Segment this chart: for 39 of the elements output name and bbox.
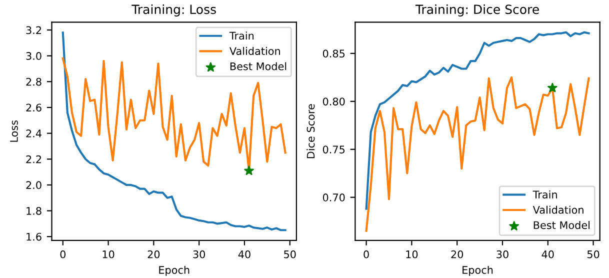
x-tick-label: 20 bbox=[148, 250, 160, 258]
x-tick-label: 30 bbox=[193, 250, 206, 258]
x-tick-label: 0 bbox=[364, 250, 369, 258]
legend-label: Best Model bbox=[230, 62, 286, 70]
legend-label: Validation bbox=[532, 206, 584, 214]
line-series bbox=[62, 32, 286, 232]
chart-title: Training: Loss bbox=[132, 4, 216, 17]
x-tick-label: 50 bbox=[587, 250, 600, 258]
x-tick-label: 50 bbox=[284, 250, 296, 258]
legend-label: Train bbox=[532, 190, 557, 198]
y-tick-label: 0.70 bbox=[322, 194, 345, 202]
x-tick-label: 40 bbox=[542, 250, 554, 258]
x-tick-label: 10 bbox=[102, 250, 114, 258]
y-axis-title: Loss bbox=[10, 120, 18, 142]
line-series bbox=[365, 76, 590, 232]
chart-title: Training: Dice Score bbox=[415, 4, 539, 17]
y-tick-label: 2.0 bbox=[26, 181, 42, 190]
legend-label: Best Model bbox=[534, 221, 590, 230]
y-tick-label: 1.6 bbox=[26, 232, 42, 241]
x-tick-label: 10 bbox=[406, 250, 418, 258]
y-tick-label: 2.4 bbox=[26, 130, 42, 138]
x-tick-label: 20 bbox=[451, 250, 464, 258]
y-tick-label: 0.80 bbox=[322, 98, 345, 106]
y-tick-label: 3.0 bbox=[26, 52, 42, 60]
y-tick-label: 2.8 bbox=[26, 78, 42, 86]
y-tick-label: 3.2 bbox=[26, 26, 41, 34]
x-tick-label: 0 bbox=[60, 250, 66, 258]
x-axis-title: Epoch bbox=[159, 266, 190, 276]
y-tick-label: 0.75 bbox=[322, 146, 345, 154]
y-tick-label: 0.85 bbox=[322, 50, 345, 58]
legend-label: Validation bbox=[230, 46, 280, 55]
legend-label: Train bbox=[229, 32, 254, 40]
x-axis-title: Epoch bbox=[462, 266, 493, 276]
x-tick-label: 30 bbox=[496, 250, 508, 258]
y-axis-title: Dice Score bbox=[306, 104, 315, 158]
y-tick-label: 1.8 bbox=[26, 206, 42, 215]
y-tick-label: 2.6 bbox=[26, 104, 42, 112]
x-tick-label: 40 bbox=[238, 250, 250, 258]
y-tick-label: 2.2 bbox=[26, 155, 41, 164]
